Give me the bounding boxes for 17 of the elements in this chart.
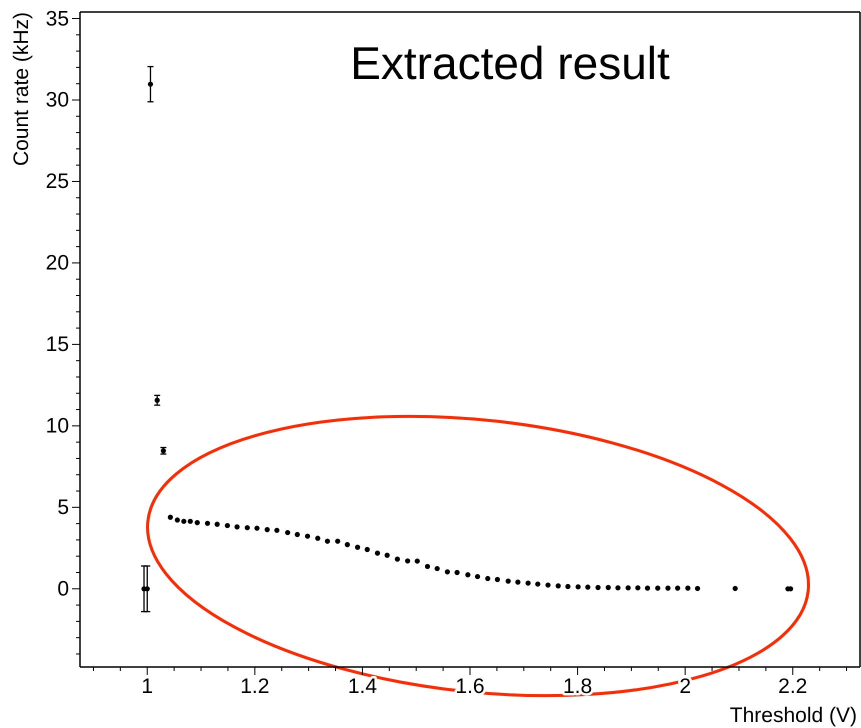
y-tick-label: 35 <box>46 7 69 30</box>
y-tick-label: 0 <box>57 578 69 601</box>
x-axis-title: Threshold (V) <box>730 704 857 727</box>
x-tick-label: 1.8 <box>562 674 592 698</box>
y-tick-label: 30 <box>46 88 69 112</box>
x-tick-label: 1.2 <box>240 674 270 698</box>
x-tick-label: 1.4 <box>348 674 378 698</box>
y-tick-label: 25 <box>46 170 69 194</box>
text: Extracted result <box>350 36 670 89</box>
x-tick-label: 2 <box>679 674 692 698</box>
x-tick-label: 2.2 <box>778 674 808 698</box>
y-axis-title: Count rate (kHz) <box>10 12 33 166</box>
y-tick-label: 20 <box>46 252 69 275</box>
y-tick-label: 10 <box>46 414 69 438</box>
y-tick-label: 5 <box>57 496 69 520</box>
y-tick-label: 15 <box>46 333 69 356</box>
x-tick-label: 1 <box>141 674 154 698</box>
